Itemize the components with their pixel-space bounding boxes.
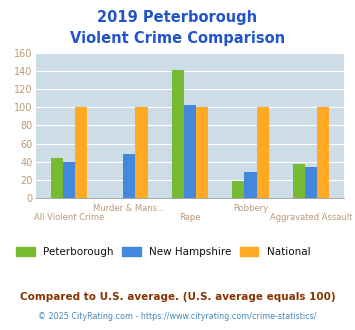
Text: All Violent Crime: All Violent Crime	[34, 213, 104, 221]
Legend: Peterborough, New Hampshire, National: Peterborough, New Hampshire, National	[16, 247, 310, 257]
Text: Rape: Rape	[179, 213, 201, 221]
Bar	[51, 158, 63, 198]
Bar	[245, 172, 257, 198]
Bar	[63, 162, 75, 198]
Text: 2019 Peterborough: 2019 Peterborough	[97, 10, 258, 25]
Text: Compared to U.S. average. (U.S. average equals 100): Compared to U.S. average. (U.S. average …	[20, 292, 335, 302]
Bar	[257, 107, 269, 198]
Bar	[135, 107, 148, 198]
Bar	[172, 70, 184, 198]
Bar	[317, 107, 329, 198]
Bar	[232, 181, 245, 198]
Bar	[123, 153, 135, 198]
Bar	[196, 107, 208, 198]
Bar	[305, 167, 317, 198]
Bar	[293, 164, 305, 198]
Text: Murder & Mans...: Murder & Mans...	[93, 204, 165, 213]
Bar	[184, 106, 196, 198]
Text: © 2025 CityRating.com - https://www.cityrating.com/crime-statistics/: © 2025 CityRating.com - https://www.city…	[38, 312, 317, 321]
Text: Robbery: Robbery	[233, 204, 268, 213]
Bar	[75, 107, 87, 198]
Text: Violent Crime Comparison: Violent Crime Comparison	[70, 31, 285, 46]
Text: Aggravated Assault: Aggravated Assault	[270, 213, 352, 221]
